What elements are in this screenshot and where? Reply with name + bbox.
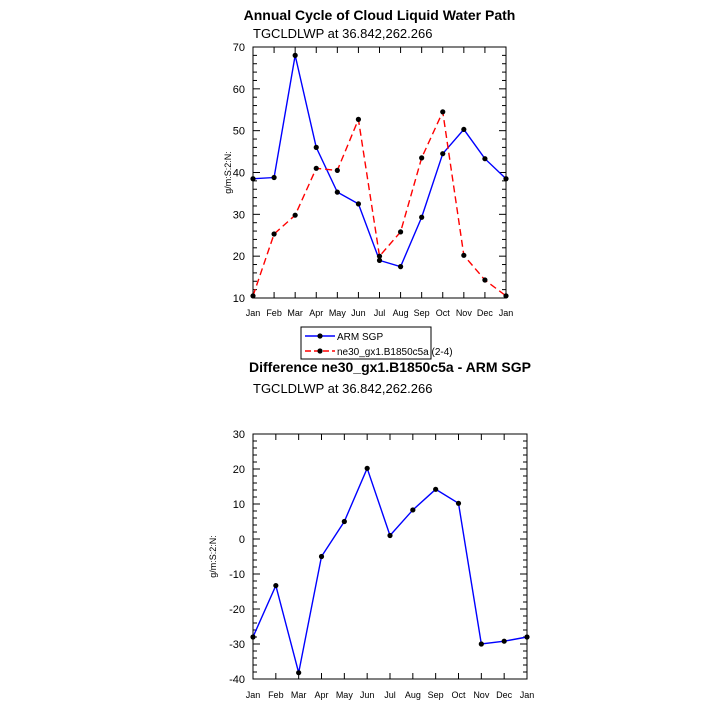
- data-point: [410, 507, 416, 513]
- data-point: [461, 126, 467, 133]
- data-point: [478, 641, 484, 647]
- y-tick-label: -20: [229, 604, 245, 616]
- y-tick-label: 10: [233, 499, 245, 511]
- data-point: [313, 144, 319, 150]
- legend-marker-2: [317, 348, 323, 354]
- data-point: [376, 257, 383, 263]
- x-tick-label: Jan: [499, 308, 514, 318]
- y-axis-label: g/m:S:2:N:: [208, 535, 218, 578]
- x-tick-label: Jun: [360, 690, 375, 700]
- y-tick-label: 30: [233, 209, 245, 221]
- y-tick-label: 50: [233, 126, 245, 138]
- chart-1: Annual Cycle of Cloud Liquid Water Path T…: [223, 7, 516, 360]
- data-point: [524, 634, 530, 640]
- legend-label-2: ne30_gx1.B1850c5a (2-4): [337, 347, 453, 358]
- legend: ARM SGP ne30_gx1.B1850c5a (2-4): [300, 326, 453, 360]
- y-tick-label: 0: [239, 534, 245, 546]
- y-tick-label: -10: [229, 569, 245, 581]
- y-tick-label: 20: [233, 464, 245, 476]
- x-tick-label: Aug: [405, 690, 421, 700]
- x-tick-label: Oct: [436, 308, 451, 318]
- data-point: [387, 532, 393, 539]
- y-tick-label: 40: [233, 168, 245, 180]
- y-tick-label: 20: [233, 251, 245, 263]
- x-tick-label: Jan: [520, 690, 535, 700]
- legend-label-1: ARM SGP: [337, 332, 383, 343]
- data-point: [364, 465, 370, 471]
- x-tick-label: May: [336, 690, 354, 700]
- data-point: [341, 518, 347, 525]
- data-point: [273, 582, 279, 589]
- x-tick-label: Apr: [314, 690, 328, 700]
- y-tick-label: -40: [229, 674, 245, 686]
- x-tick-label: Oct: [451, 690, 466, 700]
- data-point: [355, 116, 362, 122]
- plot-frame: [252, 433, 528, 680]
- data-point: [313, 165, 319, 171]
- x-tick-label: Jun: [351, 308, 366, 318]
- y-tick-label: -30: [229, 639, 245, 651]
- data-point: [296, 670, 302, 676]
- data-point: [461, 252, 467, 258]
- data-point: [482, 277, 488, 283]
- chart-2: Difference ne30_gx1.B1850c5a - ARM SGP TG…: [208, 359, 534, 700]
- x-tick-label: Mar: [287, 308, 303, 318]
- x-tick-label: Sep: [414, 308, 430, 318]
- x-tick-label: Dec: [496, 690, 513, 700]
- x-tick-label: Mar: [291, 690, 307, 700]
- data-point: [419, 155, 425, 161]
- chart-title: Difference ne30_gx1.B1850c5a - ARM SGP: [249, 359, 531, 375]
- x-tick-label: Apr: [309, 308, 323, 318]
- data-point: [419, 214, 425, 220]
- data-point: [501, 638, 507, 644]
- x-tick-label: Feb: [268, 690, 284, 700]
- data-point: [250, 176, 256, 182]
- legend-box: [300, 326, 432, 360]
- data-point: [376, 253, 383, 259]
- data-point: [482, 156, 488, 162]
- series-line-1: [252, 466, 528, 673]
- data-point: [440, 109, 446, 115]
- y-tick-label: 30: [233, 429, 245, 441]
- x-tick-label: May: [329, 308, 347, 318]
- data-point: [455, 500, 462, 506]
- data-point: [355, 201, 362, 207]
- y-tick-label: 60: [233, 84, 245, 96]
- y-tick-label: 10: [233, 293, 245, 305]
- x-tick-label: Nov: [456, 308, 473, 318]
- data-point: [433, 486, 439, 492]
- data-point: [292, 52, 298, 58]
- data-point: [271, 174, 277, 181]
- data-point: [292, 212, 298, 218]
- y-axis-label: g/m:S:2:N:: [223, 151, 233, 194]
- y-tick-label: 70: [233, 42, 245, 54]
- x-tick-label: Nov: [473, 690, 490, 700]
- data-point: [334, 189, 340, 195]
- data-point: [250, 634, 256, 640]
- data-point: [397, 264, 404, 270]
- data-point: [440, 151, 446, 157]
- data-point: [503, 176, 509, 182]
- chart-subtitle: TGCLDLWP at 36.842,262.266: [253, 26, 432, 41]
- data-point: [334, 167, 340, 174]
- x-tick-label: Aug: [393, 308, 409, 318]
- x-tick-label: Feb: [266, 308, 282, 318]
- x-tick-label: Jan: [246, 690, 261, 700]
- data-point: [271, 231, 277, 237]
- chart-subtitle: TGCLDLWP at 36.842,262.266: [253, 381, 432, 396]
- x-tick-label: Jul: [374, 308, 386, 318]
- x-tick-label: Dec: [477, 308, 494, 318]
- legend-marker-1: [317, 333, 323, 339]
- x-tick-label: Jul: [384, 690, 396, 700]
- data-point: [250, 293, 256, 299]
- x-tick-label: Jan: [246, 308, 261, 318]
- data-point: [503, 293, 509, 299]
- series-line-1: [252, 55, 507, 268]
- chart-title: Annual Cycle of Cloud Liquid Water Path: [244, 7, 516, 23]
- x-tick-label: Sep: [428, 690, 444, 700]
- series-line-2: [252, 109, 507, 297]
- data-point: [318, 553, 325, 560]
- data-point: [397, 229, 404, 235]
